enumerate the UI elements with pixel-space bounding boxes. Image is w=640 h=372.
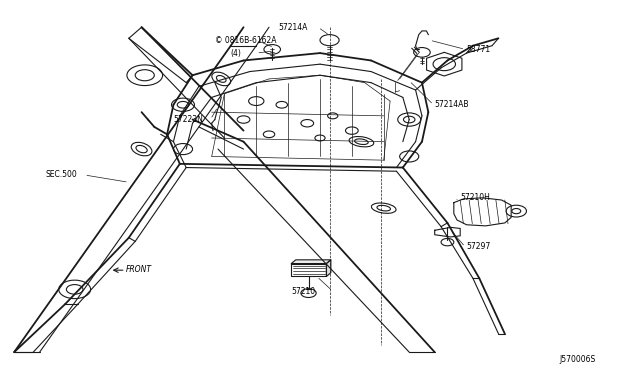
Text: 58771: 58771: [467, 45, 491, 54]
Text: J570006S: J570006S: [559, 355, 595, 364]
Text: SEC.500: SEC.500: [46, 170, 77, 179]
Text: 57297: 57297: [467, 243, 491, 251]
Polygon shape: [326, 260, 331, 276]
Text: 57210: 57210: [291, 287, 316, 296]
Text: © 0816B-6162A: © 0816B-6162A: [215, 36, 276, 45]
Text: 57210H: 57210H: [460, 193, 490, 202]
Polygon shape: [291, 260, 331, 263]
Text: 57214A: 57214A: [278, 23, 308, 32]
Text: 57223N: 57223N: [173, 115, 204, 124]
Text: FRONT: FRONT: [125, 264, 152, 273]
Text: (4): (4): [231, 49, 242, 58]
Text: 57214AB: 57214AB: [435, 100, 469, 109]
